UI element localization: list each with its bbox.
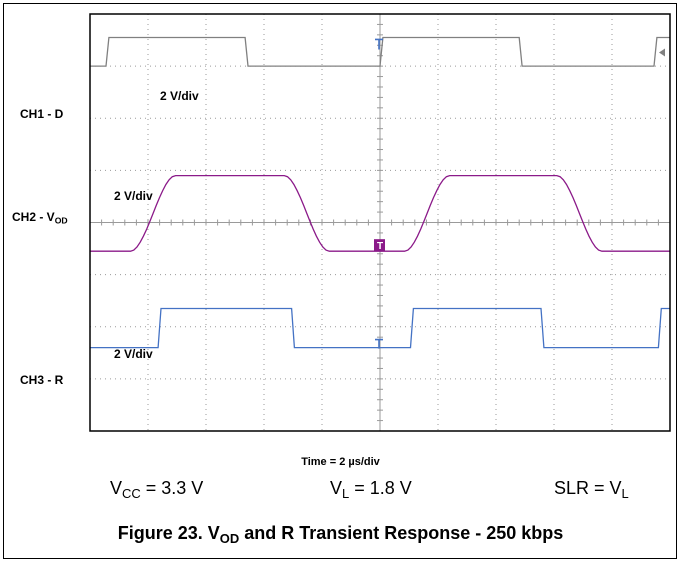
condition-slr: SLR = VL bbox=[554, 478, 629, 501]
ch3-scale-label: 2 V/div bbox=[114, 347, 153, 361]
ch2-label: CH2 - VOD bbox=[12, 210, 68, 226]
condition-vl: VL = 1.8 V bbox=[330, 478, 412, 501]
ch3-label: CH3 - R bbox=[20, 373, 64, 387]
figure-frame bbox=[3, 3, 677, 559]
ch3-trigger-marker bbox=[375, 338, 383, 349]
waveform-ch1 bbox=[90, 36, 670, 67]
ch2-scale-label: 2 V/div bbox=[114, 189, 153, 203]
ch1-trigger-marker bbox=[375, 38, 383, 50]
waveform-ch2 bbox=[90, 174, 670, 252]
figure-caption: Figure 23. VOD and R Transient Response … bbox=[117, 523, 564, 546]
ch1-scale-label: 2 V/div bbox=[160, 89, 199, 103]
time-base-label: Time = 2 µs/div bbox=[301, 456, 380, 468]
waveform-ch3 bbox=[90, 307, 670, 349]
ch2-trigger-marker-glyph: T bbox=[377, 241, 383, 252]
trigger-level-arrow bbox=[659, 48, 665, 57]
condition-vcc: VCC = 3.3 V bbox=[110, 478, 204, 501]
ch1-label: CH1 - D bbox=[20, 107, 64, 121]
scope-screen-border bbox=[89, 13, 671, 432]
ch2-trigger-marker bbox=[374, 239, 385, 252]
